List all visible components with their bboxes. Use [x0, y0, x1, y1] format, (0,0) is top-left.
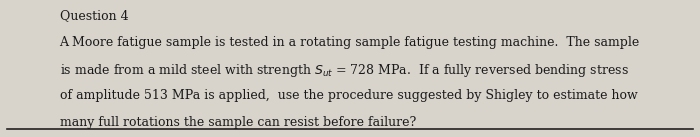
Text: Question 4: Question 4 [60, 10, 128, 23]
Text: A Moore fatigue sample is tested in a rotating sample fatigue testing machine.  : A Moore fatigue sample is tested in a ro… [60, 36, 640, 49]
Text: of amplitude 513 MPa is applied,  use the procedure suggested by Shigley to esti: of amplitude 513 MPa is applied, use the… [60, 89, 637, 102]
Text: many full rotations the sample can resist before failure?: many full rotations the sample can resis… [60, 116, 416, 129]
Text: is made from a mild steel with strength $S_{ut}$ = 728 MPa.  If a fully reversed: is made from a mild steel with strength … [60, 62, 629, 79]
